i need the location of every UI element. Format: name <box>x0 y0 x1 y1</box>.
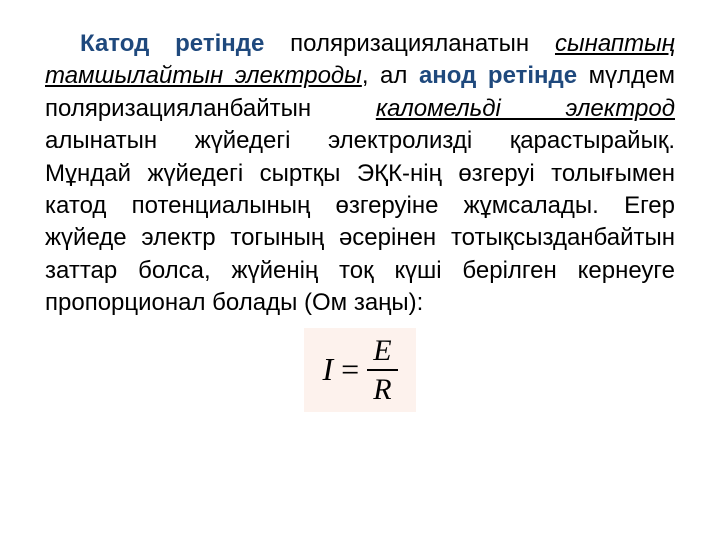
fraction-line <box>367 369 397 371</box>
cathode-label: Катод ретінде <box>80 30 264 57</box>
ohms-law-formula: I = E R <box>322 334 397 406</box>
formula-fraction: E R <box>367 334 397 406</box>
formula-background: I = E R <box>304 328 415 412</box>
text-segment-4: алынатын жүйедегі электролизді қарастыра… <box>45 127 675 316</box>
text-segment-1: поляризацияланатын <box>264 30 555 57</box>
text-segment-2: , ал <box>362 62 419 89</box>
formula-container: I = E R <box>45 328 675 412</box>
formula-numerator: E <box>367 334 397 367</box>
formula-equals: = <box>341 351 359 388</box>
calomel-electrode: каломельді электрод <box>376 95 675 122</box>
formula-denominator: R <box>367 373 397 406</box>
anode-label: анод ретінде <box>419 62 577 89</box>
formula-lhs: I <box>322 351 333 388</box>
main-paragraph: Катод ретінде поляризацияланатын сынапты… <box>45 28 675 320</box>
